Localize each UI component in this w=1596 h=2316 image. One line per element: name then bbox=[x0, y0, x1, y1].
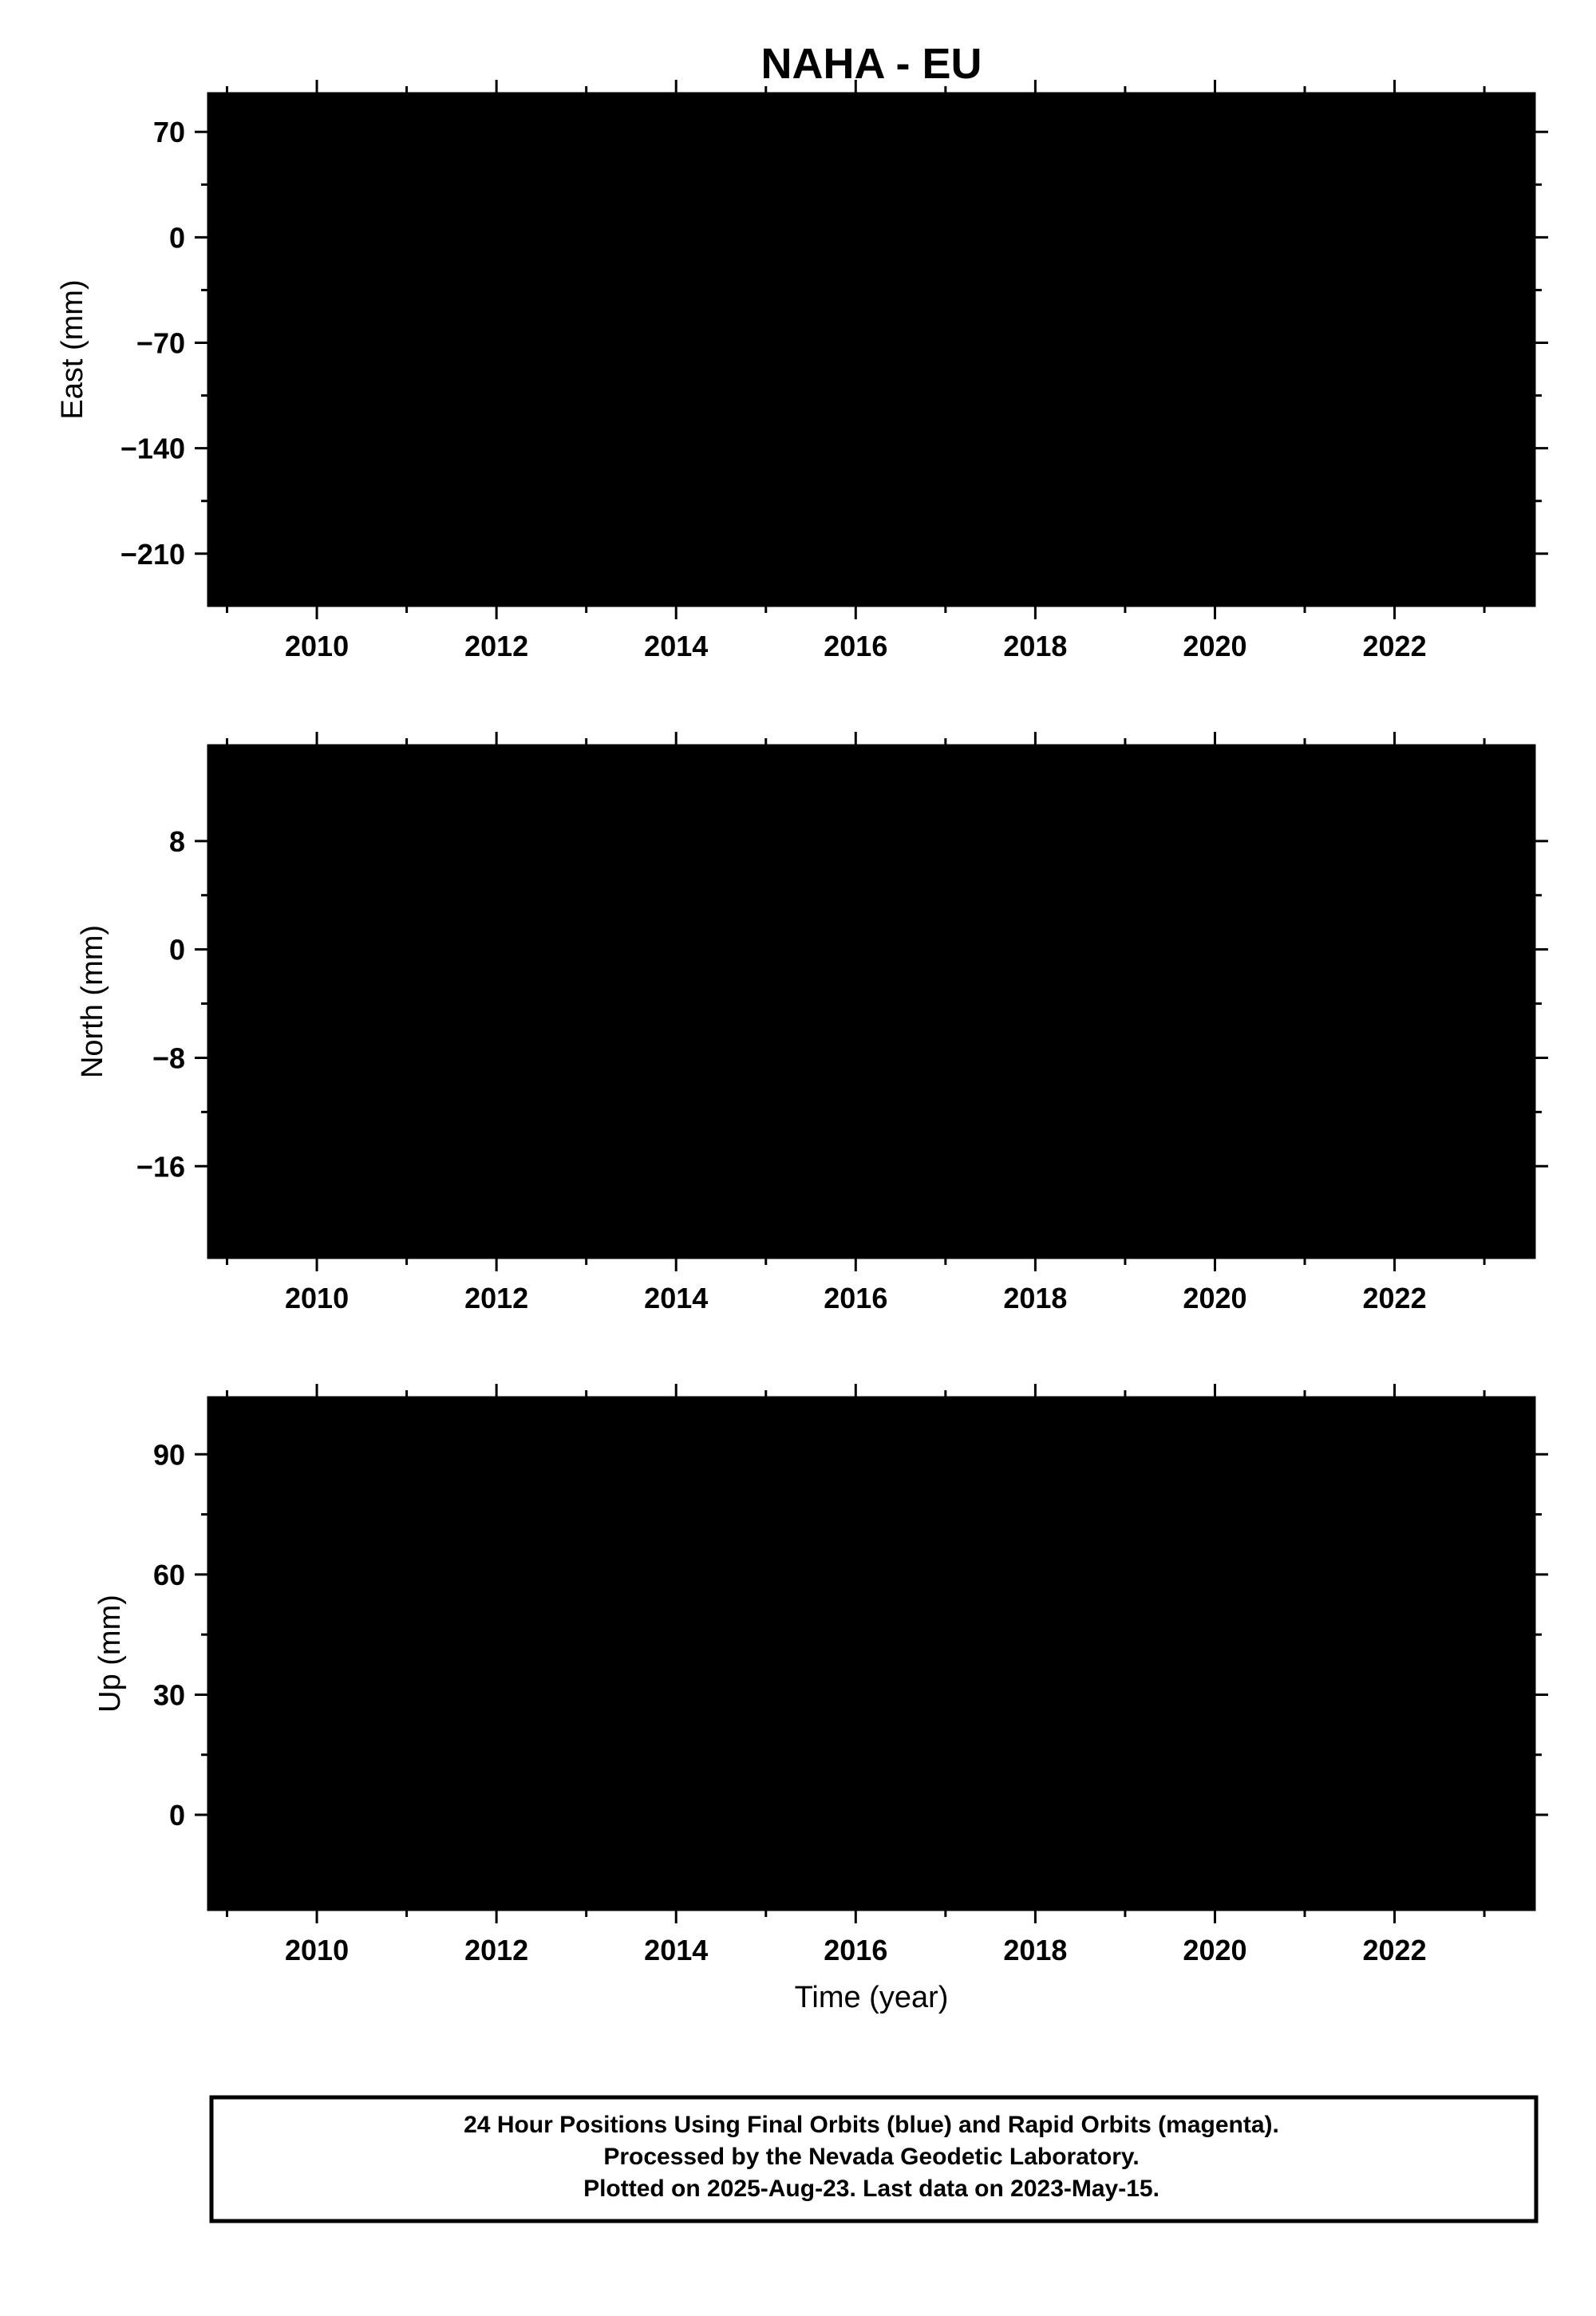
north-y-tick-label: 0 bbox=[169, 934, 185, 966]
east-ylabel: East (mm) bbox=[56, 279, 89, 419]
panel-north: 2010 2012 2014 2016 2018 2020 2022 8 0 −8 −16 Nort… bbox=[76, 732, 1548, 1314]
up-x-tick-label: 2012 bbox=[464, 1934, 528, 1966]
north-x-tick-label: 2016 bbox=[824, 1282, 887, 1314]
east-x-tick-label: 2014 bbox=[644, 630, 708, 662]
panel-up: 2010 2012 2014 2016 2018 2020 2022 90 60 30 0 Up (… bbox=[93, 1384, 1548, 1966]
up-rate-label: 0.741+/- 0.515 mm/yr bbox=[1254, 1877, 1488, 1903]
footer-line-2: Processed by the Nevada Geodetic Laborat… bbox=[603, 2144, 1139, 2170]
footer: 24 Hour Positions Using Final Orbits (bl… bbox=[211, 2097, 1536, 2221]
east-y-tick-label: −140 bbox=[120, 433, 185, 465]
north-rate-label: -2.049+/- 0.163 mm/yr bbox=[1246, 757, 1488, 784]
north-x-tick-label: 2020 bbox=[1183, 1282, 1246, 1314]
up-x-tick-label: 2020 bbox=[1183, 1934, 1246, 1966]
up-ylabel: Up (mm) bbox=[93, 1595, 127, 1713]
up-x-tick-label: 2010 bbox=[285, 1934, 349, 1966]
up-x-tick-label: 2014 bbox=[644, 1934, 708, 1966]
east-y-tick-label: 70 bbox=[153, 116, 185, 148]
east-x-tick-label: 2012 bbox=[464, 630, 528, 662]
north-x-tick-label: 2010 bbox=[285, 1282, 349, 1314]
footer-line-3: Plotted on 2025-Aug-23. Last data on 202… bbox=[583, 2176, 1159, 2202]
north-x-tick-label: 2012 bbox=[464, 1282, 528, 1314]
up-y-tick-label: 90 bbox=[153, 1438, 185, 1471]
up-x-tick-label: 2018 bbox=[1003, 1934, 1067, 1966]
north-y-tick-label: −8 bbox=[152, 1041, 185, 1074]
up-y-tick-label: 60 bbox=[153, 1559, 185, 1591]
up-y-tick-label: 30 bbox=[153, 1678, 185, 1711]
footer-line-1: 24 Hour Positions Using Final Orbits (bl… bbox=[464, 2112, 1279, 2138]
east-y-tick-label: 0 bbox=[169, 221, 185, 254]
north-x-tick-label: 2022 bbox=[1363, 1282, 1427, 1314]
north-ylabel: North (mm) bbox=[76, 925, 109, 1078]
figure-title: NAHA - EU bbox=[761, 40, 982, 88]
up-y-tick-label: 0 bbox=[169, 1799, 185, 1832]
east-x-tick-label: 2020 bbox=[1183, 630, 1246, 662]
panel-east: 2010 2012 2014 2016 2018 2020 2022 70 0 −70 −140 −2… bbox=[56, 80, 1548, 662]
north-y-tick-label: 8 bbox=[169, 825, 185, 858]
north-x-tick-label: 2014 bbox=[644, 1282, 708, 1314]
east-y-tick-label: −210 bbox=[120, 538, 185, 571]
up-x-tick-label: 2016 bbox=[824, 1934, 887, 1966]
east-x-tick-label: 2010 bbox=[285, 630, 349, 662]
north-y-tick-label: −16 bbox=[136, 1150, 185, 1183]
east-x-tick-label: 2022 bbox=[1363, 630, 1427, 662]
east-rate-label: -22.370+/- 0.163 mm/yr bbox=[1234, 107, 1489, 133]
x-axis-label: Time (year) bbox=[795, 1981, 949, 2014]
north-x-tick-label: 2018 bbox=[1003, 1282, 1067, 1314]
east-y-tick-label: −70 bbox=[136, 327, 185, 360]
up-x-tick-label: 2022 bbox=[1363, 1934, 1427, 1966]
east-x-tick-label: 2016 bbox=[824, 630, 887, 662]
east-x-tick-label: 2018 bbox=[1003, 630, 1067, 662]
